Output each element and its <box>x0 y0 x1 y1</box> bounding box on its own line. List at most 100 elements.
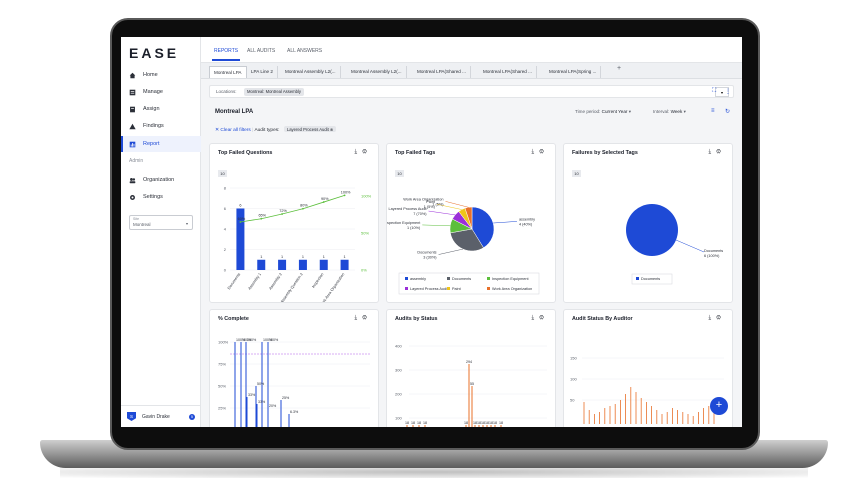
sidebar-item-assign[interactable]: Assign <box>121 101 201 117</box>
interval-select[interactable]: Interval: Week ▾ <box>653 109 686 114</box>
cumulative-label: 60% <box>238 217 246 221</box>
report-tab[interactable]: Montreal Assembly L2(... <box>281 66 341 78</box>
report-tabs: Montreal LPA LPA Line 2 Montreal Assembl… <box>201 63 742 79</box>
locations-label: Locations: <box>216 89 237 94</box>
bar-value-label: 33% <box>248 393 256 397</box>
pie-slice <box>626 204 678 256</box>
sidebar-item-findings[interactable]: Findings <box>121 118 201 134</box>
settings-icon[interactable]: ⚙ <box>539 149 549 155</box>
legend-box <box>631 273 673 285</box>
sidebar-item-settings[interactable]: Settings <box>121 189 201 205</box>
download-icon[interactable]: ⤓ <box>531 315 540 321</box>
tab-reports[interactable]: REPORTS <box>211 48 241 61</box>
y2-tick-label: 100% <box>361 194 372 199</box>
settings-icon[interactable]: ⚙ <box>716 149 726 155</box>
settings-icon[interactable]: ⚙ <box>362 315 372 321</box>
sidebar-item-home[interactable]: Home <box>121 67 201 83</box>
bar-value-label: 100% <box>242 338 252 342</box>
download-icon[interactable]: ⤓ <box>708 149 717 155</box>
sidebar-item-report[interactable]: Report <box>121 136 201 152</box>
cumulative-label: 90% <box>321 197 329 201</box>
clear-filters-link[interactable]: Clear all filters <box>220 128 251 133</box>
bar-value-label: 1 <box>323 255 325 259</box>
card-title: % Complete <box>218 316 249 322</box>
legend-swatch <box>447 287 450 290</box>
manage-icon <box>129 89 136 95</box>
y-tick-label: 150 <box>570 356 577 361</box>
sidebar-item-organization[interactable]: Organization <box>121 172 201 188</box>
report-tab[interactable]: LPA Line 2 <box>247 66 278 78</box>
time-period-value: Current Year <box>601 109 628 114</box>
bar-value-label: 18 <box>417 421 421 425</box>
report-tab[interactable]: Montreal LPA(Shared ... <box>413 66 471 78</box>
y-tick-label: 50 <box>570 398 575 403</box>
download-icon[interactable]: ⤓ <box>354 149 363 155</box>
sidebar: EASE Home Manage Assign Findings Report <box>121 37 201 427</box>
settings-icon <box>130 194 135 200</box>
home-icon <box>129 72 136 78</box>
add-button[interactable]: + <box>710 397 728 415</box>
bar-value-label: 25% <box>282 396 290 400</box>
cumulative-point <box>302 207 304 210</box>
pie-leader-line <box>422 224 451 227</box>
card-top-failed-questions: Top Failed Questions ⤓⚙ 10 0 2 4 6 8 0% 50% 100… <box>209 143 379 303</box>
download-icon[interactable]: ⤓ <box>708 315 717 321</box>
time-period-select[interactable]: Time period: Current Year ▾ <box>575 109 632 114</box>
laptop-shadow <box>60 466 808 478</box>
expand-icon[interactable]: ⛶ <box>712 88 717 94</box>
close-icon[interactable]: ✕ <box>215 128 220 133</box>
legend-swatch <box>405 287 408 290</box>
site-select[interactable]: Site Montreal ▾ <box>129 215 193 230</box>
assign-icon <box>130 106 135 112</box>
findings-icon <box>129 123 136 129</box>
report-tab[interactable]: Montreal LPA(Shared ... <box>479 66 537 78</box>
more-icon[interactable]: ⋮ <box>725 89 731 95</box>
bar-value-label: 20% <box>269 404 277 408</box>
location-chip[interactable]: Montreal: Montreal Assembly <box>244 88 304 96</box>
card-title: Top Failed Tags <box>395 150 436 156</box>
audit-type-chip[interactable]: Layered Process Audit ⊗ <box>283 126 337 132</box>
x-tick-label: Documents <box>227 272 241 290</box>
notification-badge[interactable]: 5 <box>189 413 195 420</box>
pie-value-label: 3 (30%) <box>423 256 437 260</box>
settings-icon[interactable]: ⚙ <box>362 149 372 155</box>
report-tab[interactable]: Montreal LPA <box>209 66 247 78</box>
interval-label: Interval: <box>653 109 670 114</box>
refresh-icon[interactable]: ↻ <box>725 109 731 115</box>
report-tab[interactable]: Montreal Assembly L2(... <box>347 66 407 78</box>
legend-swatch <box>447 277 450 280</box>
sidebar-item-manage[interactable]: Manage <box>121 84 201 100</box>
x-tick-label: Assembly Question 2 <box>280 272 304 303</box>
sidebar-item-label: Home <box>143 72 158 78</box>
sidebar-item-label: Organization <box>143 177 175 183</box>
report-tab[interactable]: Montreal LPA(Spring ... <box>545 66 602 78</box>
locations-dropdown[interactable]: ▾ <box>715 87 729 97</box>
download-icon[interactable]: ⤓ <box>531 149 540 155</box>
filter-icon[interactable]: ≡ <box>711 108 715 114</box>
settings-icon[interactable]: ⚙ <box>539 315 549 321</box>
sidebar-item-label: Report <box>143 141 160 147</box>
card-actions: ⤓⚙ <box>354 149 372 156</box>
pie-value-label: 1 (10%) <box>407 226 421 230</box>
card-failures-by-tags: Failures by Selected Tags ⤓⚙ 10 Document… <box>563 143 733 303</box>
pie-leader-line <box>428 210 456 216</box>
user-profile[interactable]: S Gavin Drake 5 <box>121 405 201 427</box>
legend-label: Layered Process Audit <box>410 287 449 291</box>
card-pct-complete: % Complete ⤓⚙ 100% 75% 50% 25% 100% 100% 100% 1… <box>209 309 379 427</box>
add-tab-icon[interactable]: + <box>617 65 622 72</box>
tab-all-audits[interactable]: ALL AUDITS <box>247 48 276 54</box>
bar <box>236 208 245 270</box>
settings-icon[interactable]: ⚙ <box>716 315 726 321</box>
sidebar-item-label: Findings <box>143 123 164 129</box>
download-icon[interactable]: ⤓ <box>354 315 363 321</box>
pie-label: Work Area Organization <box>403 197 443 201</box>
legend-label: Work Area Organization <box>492 287 532 291</box>
card-actions: ⤓⚙ <box>531 149 549 156</box>
y-tick-label: 100 <box>570 377 577 382</box>
card-actions: ⤓⚙ <box>708 315 726 322</box>
card-title: Failures by Selected Tags <box>572 150 638 156</box>
dashboard-title: Montreal LPA <box>215 109 254 115</box>
tab-all-answers[interactable]: ALL ANSWERS <box>287 48 323 54</box>
card-actions: ⤓⚙ <box>708 149 726 156</box>
